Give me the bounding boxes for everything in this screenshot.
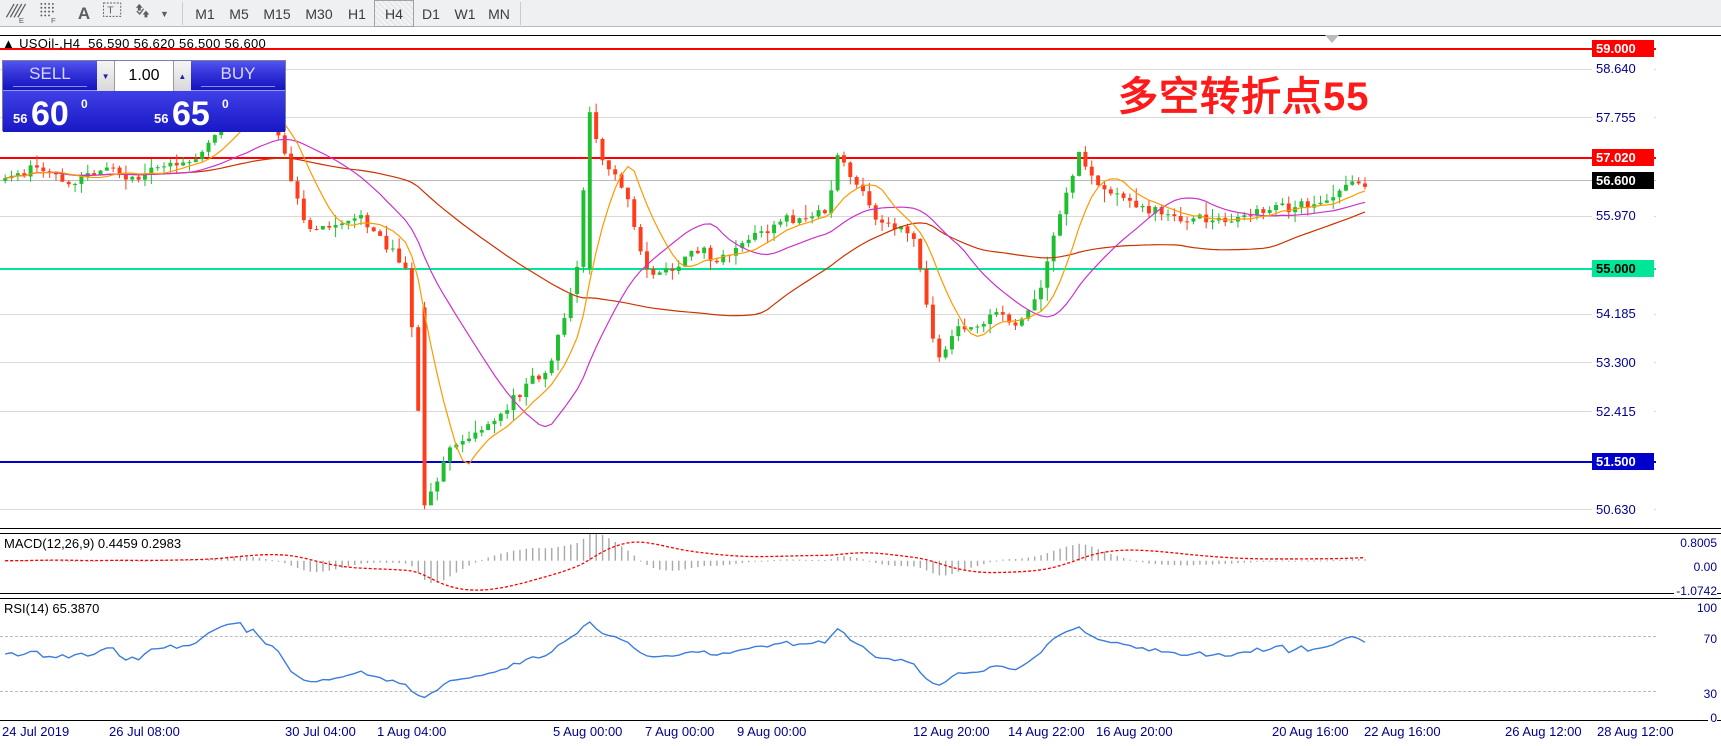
svg-text:T: T [107, 5, 114, 17]
svg-text:E: E [19, 16, 24, 25]
svg-text:F: F [51, 16, 56, 25]
